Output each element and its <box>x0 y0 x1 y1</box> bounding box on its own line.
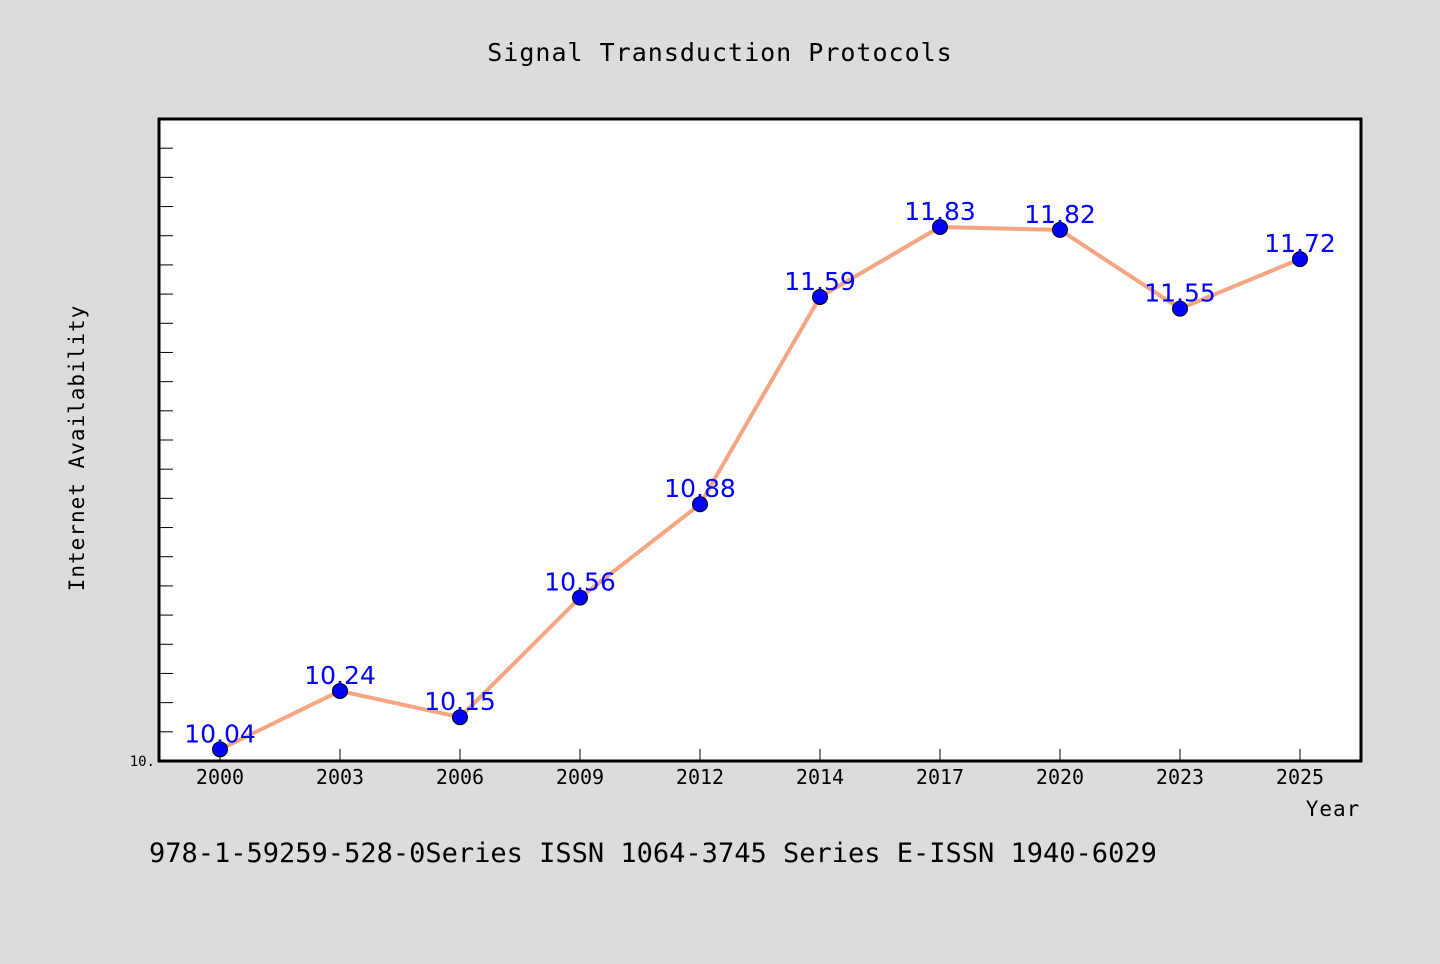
x-tick-label: 2000 <box>196 765 244 789</box>
data-label: 11.83 <box>904 197 976 226</box>
data-label: 11.82 <box>1024 200 1096 229</box>
y-axis-label: Internet Availability <box>65 305 89 592</box>
data-point-marker <box>332 682 348 699</box>
x-axis-ticks: 2000 2003 2006 2009 2012 2014 2017 2020 2023 2025 <box>196 749 1324 789</box>
data-point-marker <box>812 289 828 306</box>
footer-isbn-text: 978-1-59259-528-0Series ISSN 1064-3745 S… <box>149 838 1157 869</box>
series-line <box>218 224 1302 752</box>
data-point-marker <box>932 218 948 235</box>
x-tick-label: 2017 <box>916 765 964 789</box>
x-tick-label: 2006 <box>436 765 484 789</box>
x-tick-label: 2014 <box>796 765 844 789</box>
series-layer: 10.04 10.24 10.15 10.56 10.88 11.59 11.83 11.82… <box>184 197 1336 758</box>
data-label: 10.04 <box>184 719 256 748</box>
data-label: 11.59 <box>784 267 856 296</box>
data-label: 10.24 <box>304 661 376 690</box>
x-tick-label: 2003 <box>316 765 364 789</box>
data-point-marker <box>1172 300 1188 317</box>
data-point-marker <box>692 496 708 513</box>
y-axis-ticks: 10. <box>130 147 173 770</box>
x-tick-label: 2020 <box>1036 765 1084 789</box>
chart-title: Signal Transduction Protocols <box>487 38 953 67</box>
data-label: 10.88 <box>664 474 736 503</box>
data-point-marker <box>1292 251 1308 268</box>
data-label: 10.56 <box>544 568 616 597</box>
data-point-marker <box>1052 221 1068 238</box>
data-point-marker <box>572 589 588 606</box>
x-tick-label: 2023 <box>1156 765 1204 789</box>
x-tick-label: 2025 <box>1276 765 1324 789</box>
data-label: 11.55 <box>1144 279 1216 308</box>
data-point-marker <box>212 741 228 758</box>
x-axis-label: Year <box>1306 797 1361 821</box>
data-label: 10.15 <box>424 687 496 716</box>
x-tick-label: 2009 <box>556 765 604 789</box>
y-tick-label: 10. <box>130 754 155 770</box>
x-tick-label: 2012 <box>676 765 724 789</box>
data-point-marker <box>452 709 468 726</box>
plot-area <box>157 117 1363 763</box>
data-label: 11.72 <box>1264 229 1336 258</box>
